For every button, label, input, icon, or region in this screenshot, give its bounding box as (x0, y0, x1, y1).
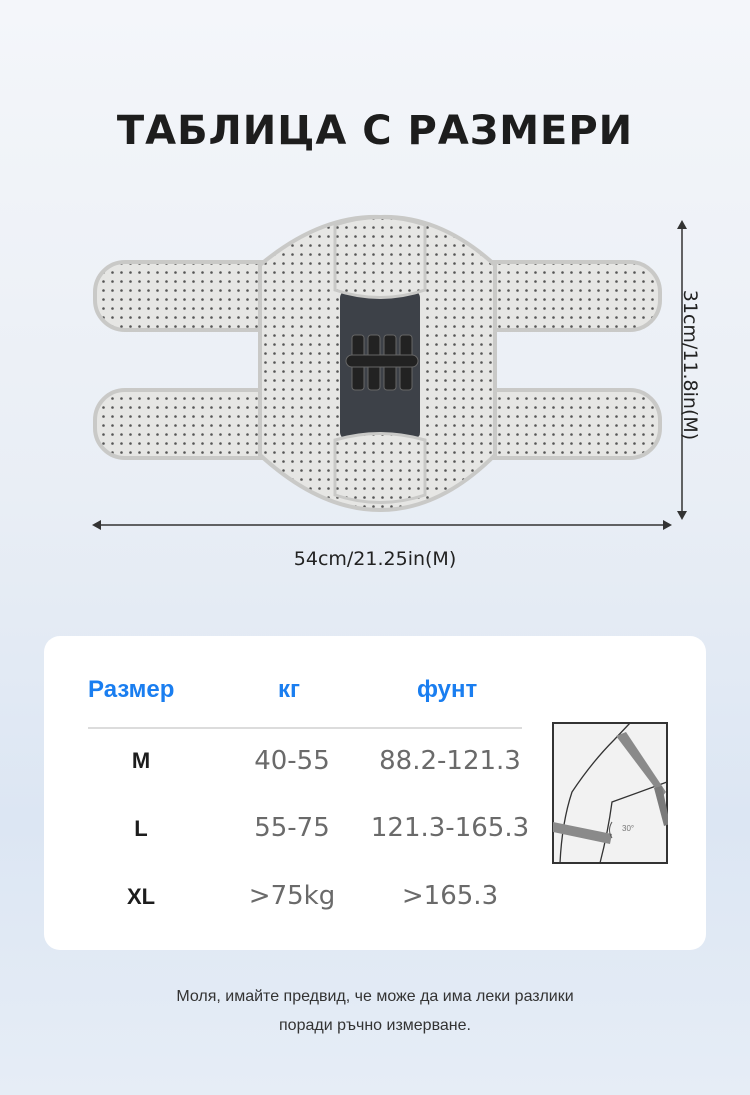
lb-cell: 121.3-165.3 (370, 813, 530, 843)
header-kg: кг (278, 676, 301, 703)
lb-cell: >165.3 (401, 881, 499, 911)
size-cell: M (131, 748, 151, 773)
lb-cell: 88.2-121.3 (379, 746, 521, 776)
width-label: 54cm/21.25in(M) (293, 548, 457, 570)
kg-cell: 55-75 (254, 813, 330, 843)
height-arrow (677, 220, 687, 520)
size-table-card: Размер кг фунт M 40-55 88.2-121.3 L 55-7… (44, 636, 706, 950)
header-size: Размер (88, 676, 175, 703)
kg-cell: 40-55 (254, 746, 330, 776)
page-title: ТАБЛИЦА С РАЗМЕРИ (116, 108, 634, 154)
measurement-note: Моля, имайте предвид, че може да има лек… (0, 982, 750, 1040)
width-arrow (92, 520, 672, 530)
height-label: 31cm/11.8in(M) (679, 289, 701, 441)
note-line-2: поради ръчно измерване. (279, 1017, 471, 1034)
knee-measure-illustration: 30° (552, 722, 668, 864)
angle-label: 30° (622, 824, 634, 833)
knee-brace-image (93, 214, 662, 513)
header-lb: фунт (417, 676, 478, 703)
header-divider (88, 727, 522, 729)
size-cell: XL (126, 884, 156, 909)
kg-cell: >75kg (248, 881, 336, 911)
note-line-1: Моля, имайте предвид, че може да има лек… (176, 988, 574, 1005)
size-cell: L (134, 816, 148, 841)
